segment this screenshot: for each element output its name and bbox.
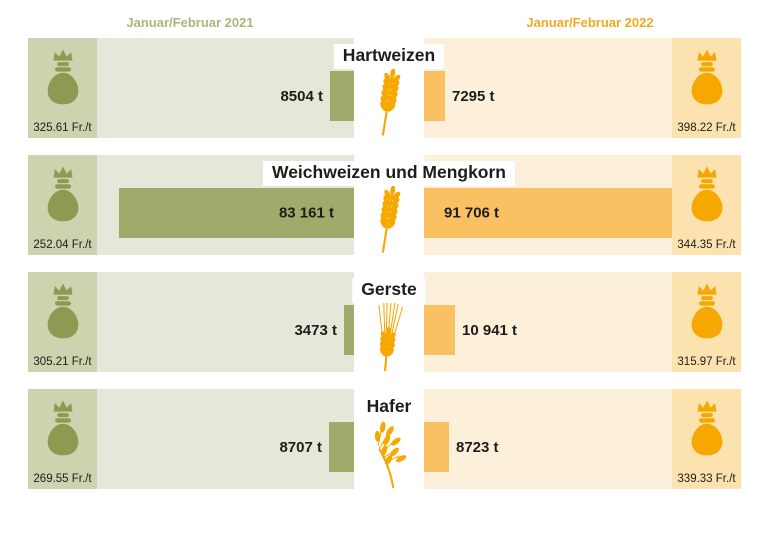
column-header-2022: Januar/Februar 2022 [526, 15, 654, 30]
tonnage-value-2022: 91 706 t [444, 204, 500, 222]
price-panel-2022: 398.22 Fr./t [672, 38, 741, 138]
bar-group-2021: 8707 t [279, 422, 354, 472]
tonnage-bar-2022 [424, 422, 449, 472]
money-bag-icon [36, 49, 90, 107]
price-2022: 344.35 Fr./t [677, 239, 736, 251]
tonnage-bar-2022 [424, 305, 455, 355]
price-panel-2021: 252.04 Fr./t [28, 155, 97, 255]
money-bag-icon [680, 400, 734, 458]
tonnage-value-2021: 8707 t [279, 438, 322, 456]
price-2022: 315.97 Fr./t [677, 356, 736, 368]
tonnage-panel-2022: 7295 t [424, 38, 681, 138]
bar-group-2022: 7295 t [424, 71, 495, 121]
grain-title: Gerste [352, 278, 426, 303]
bar-group-2022: 10 941 t [424, 305, 517, 355]
price-2022: 398.22 Fr./t [677, 122, 736, 134]
tonnage-bar-2021 [344, 305, 354, 355]
tonnage-bar-2022 [424, 71, 445, 121]
tonnage-bar-2021 [329, 422, 354, 472]
money-bag-icon [680, 283, 734, 341]
bar-group-2022: 91 706 t [424, 188, 683, 238]
tonnage-value-2021: 83 161 t [278, 204, 334, 222]
tonnage-panel-2021: 3473 t [97, 272, 354, 372]
bar-group-2021: 3473 t [294, 305, 354, 355]
tonnage-panel-2022: 91 706 t [424, 155, 683, 255]
tonnage-panel-2022: 8723 t [424, 389, 681, 489]
grain-row-hafer: 269.55 Fr./t 8707 t 8723 t 339.33 Fr./t … [0, 389, 769, 489]
money-bag-icon [680, 166, 734, 224]
bar-group-2021: 83 161 t [119, 188, 354, 238]
tonnage-value-2022: 10 941 t [462, 321, 518, 339]
tonnage-value-2021: 8504 t [280, 87, 323, 105]
price-2022: 339.33 Fr./t [677, 473, 736, 485]
money-bag-icon [36, 166, 90, 224]
tonnage-bar-2021 [119, 188, 354, 238]
price-panel-2021: 325.61 Fr./t [28, 38, 97, 138]
column-header-2021: Januar/Februar 2021 [126, 15, 254, 30]
barley-icon [365, 301, 411, 373]
price-2021: 269.55 Fr./t [33, 473, 92, 485]
tonnage-value-2022: 8723 t [456, 438, 499, 456]
grain-title: Weichweizen und Mengkorn [262, 161, 516, 186]
grain-row-hartweizen: 325.61 Fr./t 8504 t 7295 t 398.22 Fr./t … [0, 38, 769, 138]
price-panel-2022: 344.35 Fr./t [672, 155, 741, 255]
tonnage-panel-2022: 10 941 t [424, 272, 681, 372]
price-2021: 305.21 Fr./t [33, 356, 92, 368]
wheat-icon [365, 67, 411, 139]
bar-group-2021: 8504 t [280, 71, 354, 121]
money-bag-icon [680, 49, 734, 107]
wheat-icon [365, 184, 411, 256]
price-panel-2021: 269.55 Fr./t [28, 389, 97, 489]
grain-row-gerste: 305.21 Fr./t 3473 t 10 941 t 315.97 Fr./… [0, 272, 769, 372]
money-bag-icon [36, 283, 90, 341]
tonnage-panel-2021: 8707 t [97, 389, 354, 489]
oat-icon [365, 418, 411, 490]
tonnage-bar-2022 [424, 188, 683, 238]
tonnage-panel-2021: 8504 t [97, 38, 354, 138]
price-panel-2022: 339.33 Fr./t [672, 389, 741, 489]
bar-group-2022: 8723 t [424, 422, 499, 472]
price-2021: 325.61 Fr./t [33, 122, 92, 134]
price-2021: 252.04 Fr./t [33, 239, 92, 251]
grain-title: Hafer [357, 395, 421, 420]
money-bag-icon [36, 400, 90, 458]
tonnage-value-2022: 7295 t [452, 87, 495, 105]
grain-row-weichweizen: 252.04 Fr./t 83 161 t 91 706 t 344.35 Fr… [0, 155, 769, 255]
price-panel-2021: 305.21 Fr./t [28, 272, 97, 372]
grain-title: Hartweizen [333, 44, 445, 69]
price-panel-2022: 315.97 Fr./t [672, 272, 741, 372]
tonnage-value-2021: 3473 t [294, 321, 337, 339]
tonnage-bar-2021 [330, 71, 354, 121]
